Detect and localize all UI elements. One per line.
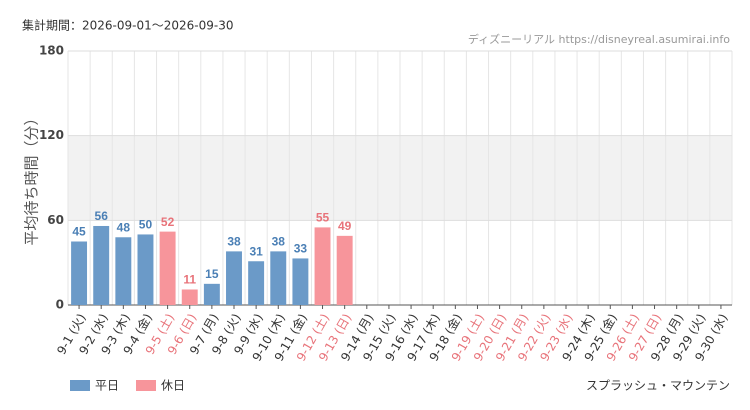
source: ディズニーリアル https://disneyreal.asumirai.inf…	[468, 32, 730, 46]
data-label: 11	[183, 273, 196, 287]
legend-label: 平日	[95, 379, 119, 393]
bar	[71, 241, 88, 305]
data-label: 15	[205, 267, 219, 281]
bar	[137, 234, 154, 305]
y-axis-label: 平均待ち時間（分）	[23, 110, 41, 245]
data-label: 48	[117, 220, 131, 234]
legend-label: 休日	[161, 379, 185, 393]
bar	[115, 237, 132, 305]
footer: スプラッシュ・マウンテン	[586, 379, 730, 393]
data-label: 56	[95, 209, 109, 223]
data-label: 55	[316, 211, 330, 225]
data-label: 31	[249, 244, 263, 258]
legend-swatch	[136, 380, 156, 391]
bar	[336, 235, 353, 305]
y-tick-label: 60	[47, 213, 64, 227]
bar	[93, 225, 110, 305]
bar	[226, 251, 242, 305]
bar	[314, 227, 331, 305]
data-label: 38	[227, 235, 241, 249]
data-label: 45	[72, 225, 86, 239]
data-label: 49	[338, 219, 352, 233]
data-label: 33	[294, 242, 308, 256]
bar	[292, 258, 309, 305]
bar	[248, 261, 265, 305]
bar	[181, 289, 198, 305]
chart-title: 集計期間：2026-09-01～2026-09-30	[22, 18, 233, 33]
data-label: 50	[139, 218, 153, 232]
bar	[159, 231, 176, 305]
data-label: 52	[161, 215, 175, 229]
y-tick-label: 120	[39, 128, 64, 142]
bar	[270, 251, 287, 305]
legend-swatch	[70, 380, 90, 391]
data-label: 38	[272, 235, 286, 249]
y-tick-label: 0	[56, 298, 64, 312]
y-tick-label: 180	[39, 44, 64, 58]
bar	[203, 283, 220, 305]
